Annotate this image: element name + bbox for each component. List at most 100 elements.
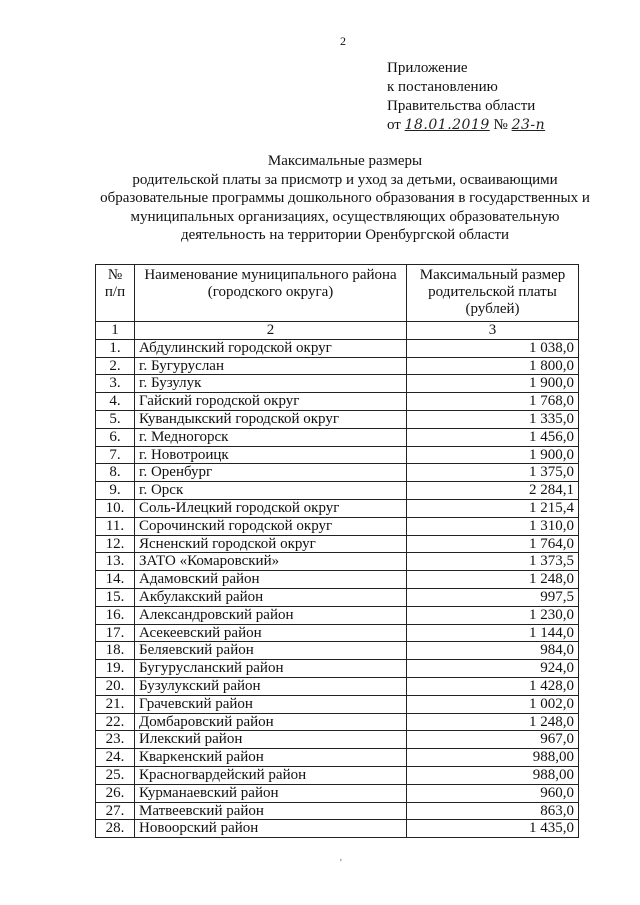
table-row: 4. Гайский городской округ 1 768,0 [95, 392, 579, 411]
municipality-name: Асекеевский район [134, 623, 407, 643]
table-row: 7. г. Новотроицк 1 900,0 [95, 445, 579, 465]
max-fee: 988,00 [406, 765, 579, 785]
row-number: 28. [95, 819, 135, 839]
row-number: 5. [95, 409, 135, 429]
max-fee: 960,0 [406, 783, 579, 803]
handwritten-date: 18.01.2019 [404, 117, 490, 133]
number-sign: № [493, 117, 508, 133]
row-number: 4. [95, 392, 135, 411]
row-number: 15. [95, 587, 135, 607]
header-number: № п/п [95, 264, 135, 322]
column-number: 3 [406, 321, 579, 340]
table-row: 14. Адамовский район 1 248,0 [95, 570, 579, 589]
table-row: 13. ЗАТО «Комаровский» 1 373,5 [95, 552, 579, 572]
table-row: 21. Грачевский район 1 002,0 [95, 694, 579, 714]
appendix-line: к постановлению [387, 79, 498, 95]
municipality-name: Новоорский район [134, 819, 407, 839]
table-row: 3. г. Бузулук 1 900,0 [95, 374, 579, 394]
table-row: 25. Красногвардейский район 988,00 [95, 765, 579, 785]
row-number: 19. [95, 659, 135, 678]
max-fee: 1 900,0 [406, 374, 579, 394]
table-row: 1. Абдулинский городской округ 1 038,0 [95, 338, 579, 358]
max-fee: 988,00 [406, 748, 579, 767]
table-row: 23. Илекский район 967,0 [95, 730, 579, 750]
table-row: 19. Бугурусланский район 924,0 [95, 659, 579, 678]
table-row: 28. Новоорский район 1 435,0 [95, 819, 579, 839]
max-fee: 2 284,1 [406, 481, 579, 500]
max-fee: 1 435,0 [406, 819, 579, 839]
municipality-name: Адамовский район [134, 570, 407, 589]
max-fee: 1 456,0 [406, 427, 579, 447]
max-fee: 1 764,0 [406, 534, 579, 554]
title-line: деятельность на территории Оренбургской … [180, 227, 510, 243]
max-fee: 1 428,0 [406, 676, 579, 696]
row-number: 8. [95, 463, 135, 483]
table-row: 6. г. Медногорск 1 456,0 [95, 427, 579, 447]
table-row: 20. Бузулукский район 1 428,0 [95, 676, 579, 696]
handwritten-number: 23-п [511, 117, 546, 133]
table-row: 2. г. Бугуруслан 1 800,0 [95, 356, 579, 376]
header-fee: Максимальный размер родительской платы (… [406, 264, 579, 322]
municipality-name: Беляевский район [134, 641, 407, 661]
municipality-name: г. Бугуруслан [134, 356, 407, 376]
row-number: 23. [95, 730, 135, 750]
table-row: 17. Асекеевский район 1 144,0 [95, 623, 579, 643]
row-number: 22. [95, 712, 135, 732]
municipality-name: Илекский район [134, 730, 407, 750]
row-number: 11. [95, 516, 135, 536]
municipality-name: г. Оренбург [134, 463, 407, 483]
max-fee: 924,0 [406, 659, 579, 678]
max-fee: 1 248,0 [406, 712, 579, 732]
table-row: 10. Соль-Илецкий городской округ 1 215,4 [95, 498, 579, 518]
max-fee: 1 335,0 [406, 409, 579, 429]
header-name: Наименование муниципального района (горо… [134, 264, 407, 322]
row-number: 6. [95, 427, 135, 447]
municipality-name: г. Новотроицк [134, 445, 407, 465]
municipality-name: ЗАТО «Комаровский» [134, 552, 407, 572]
municipality-name: Гайский городской округ [134, 392, 407, 411]
municipality-name: Соль-Илецкий городской округ [134, 498, 407, 518]
municipality-name: Александровский район [134, 605, 407, 625]
max-fee: 984,0 [406, 641, 579, 661]
max-fee: 1 144,0 [406, 623, 579, 643]
row-number: 21. [95, 694, 135, 714]
row-number: 14. [95, 570, 135, 589]
table-row: 22. Домбаровский район 1 248,0 [95, 712, 579, 732]
row-number: 20. [95, 676, 135, 696]
municipality-name: Красногвардейский район [134, 765, 407, 785]
municipality-name: Бузулукский район [134, 676, 407, 696]
table-row: 8. г. Оренбург 1 375,0 [95, 463, 579, 483]
row-number: 10. [95, 498, 135, 518]
table-row: 11. Сорочинский городской округ 1 310,0 [95, 516, 579, 536]
municipality-name: Ясненский городской округ [134, 534, 407, 554]
municipality-name: Абдулинский городской округ [134, 338, 407, 358]
table-row: 15. Акбулакский район 997,5 [95, 587, 579, 607]
table-row: 5. Кувандыкский городской округ 1 335,0 [95, 409, 579, 429]
table-row: 27. Матвеевский район 863,0 [95, 801, 579, 821]
max-fee: 1 373,5 [406, 552, 579, 572]
municipality-name: Кварκенский район [134, 748, 407, 767]
max-fee: 1 215,4 [406, 498, 579, 518]
row-number: 12. [95, 534, 135, 554]
row-number: 17. [95, 623, 135, 643]
municipality-name: г. Медногорск [134, 427, 407, 447]
municipality-name: г. Орск [134, 481, 407, 500]
table-row: 16. Александровский район 1 230,0 [95, 605, 579, 625]
page-number: 2 [340, 34, 346, 48]
appendix-block: Приложение к постановлению Правительства… [387, 59, 545, 135]
municipality-name: г. Бузулук [134, 374, 407, 394]
municipality-name: Сорочинский городской округ [134, 516, 407, 536]
column-number: 2 [134, 321, 407, 340]
max-fee: 863,0 [406, 801, 579, 821]
appendix-date-line: от 18.01.2019 № 23-п [387, 116, 545, 135]
table-row: 18. Беляевский район 984,0 [95, 641, 579, 661]
max-fee: 1 375,0 [406, 463, 579, 483]
row-number: 27. [95, 801, 135, 821]
max-fee: 1 248,0 [406, 570, 579, 589]
max-fee: 1 002,0 [406, 694, 579, 714]
title-line: Максимальные размеры [267, 153, 423, 169]
row-number: 2. [95, 356, 135, 376]
municipality-name: Бугурусланский район [134, 659, 407, 678]
municipality-name: Курманаевский район [134, 783, 407, 803]
max-fee: 1 230,0 [406, 605, 579, 625]
